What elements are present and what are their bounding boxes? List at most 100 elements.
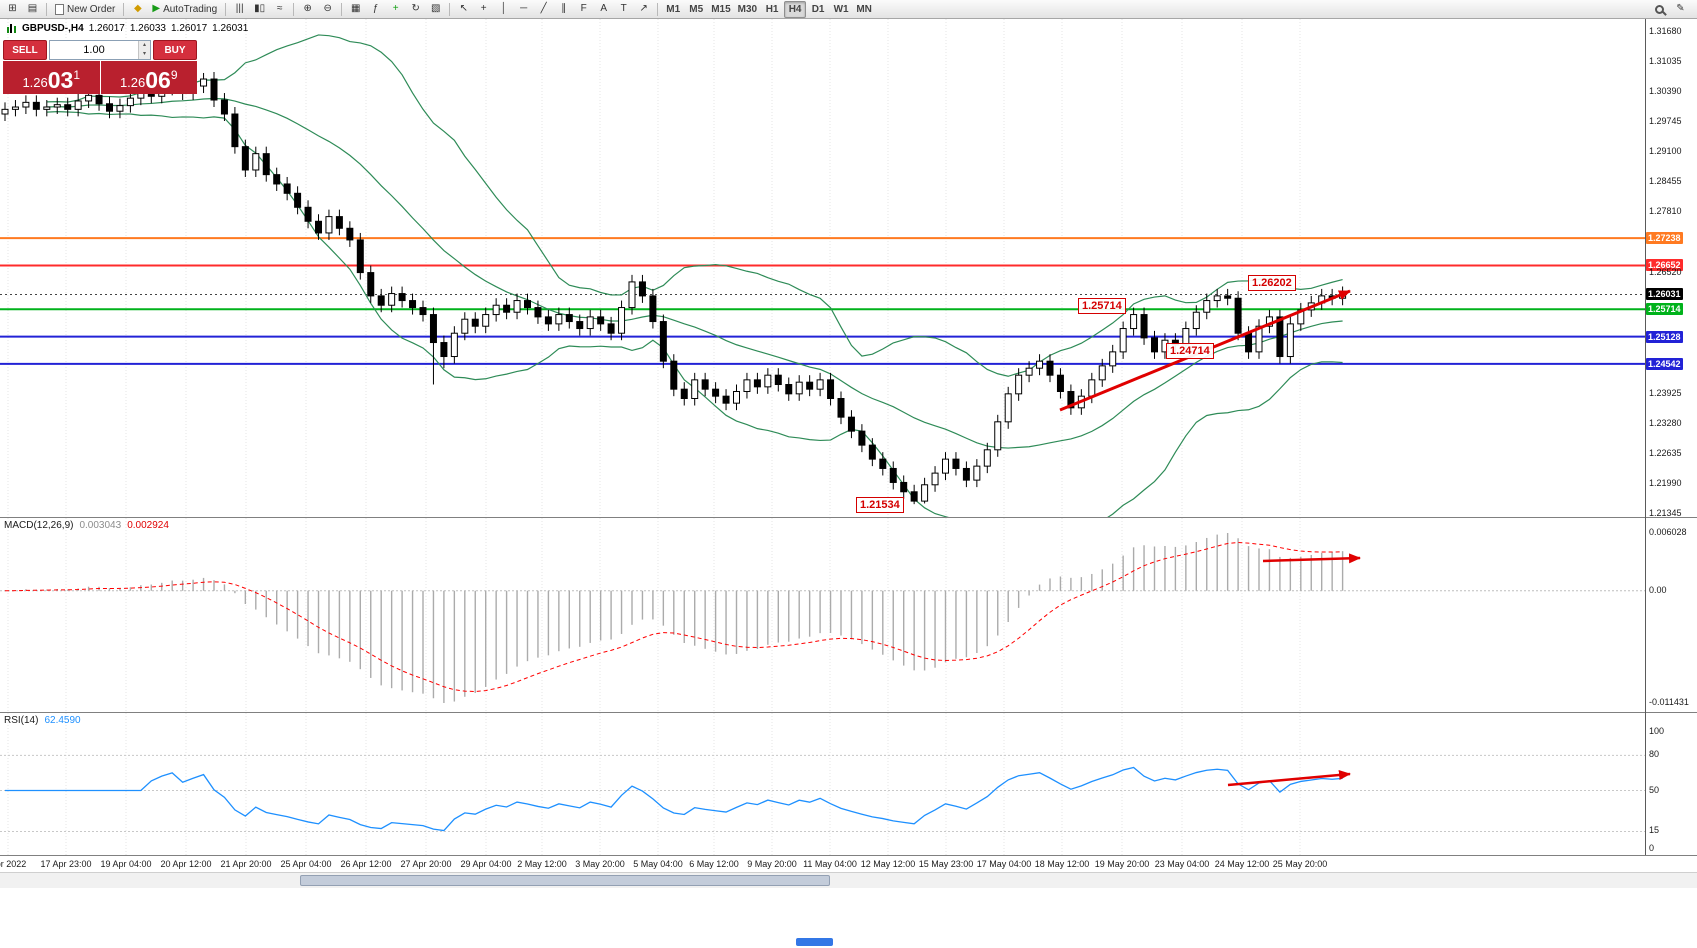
candle: [419, 300, 427, 322]
volume-stepper[interactable]: 1.00 ▴ ▾: [49, 40, 151, 60]
candle: [200, 72, 208, 94]
candle: [1234, 291, 1242, 341]
vertical-line-button[interactable]: │: [494, 1, 513, 18]
macd-chart[interactable]: [0, 518, 1645, 713]
candle: [1140, 307, 1148, 345]
sell-price-display[interactable]: 1.26 03 1: [3, 61, 100, 94]
rsi-chart[interactable]: [0, 713, 1645, 856]
autotrading-button[interactable]: ▶ AutoTrading: [148, 1, 221, 18]
equidistant-channel-icon: ∥: [561, 3, 567, 14]
horizontal-scrollbar[interactable]: [0, 872, 1697, 888]
candle: [315, 214, 322, 240]
candle: [628, 274, 636, 315]
bar-chart-button[interactable]: |||: [230, 1, 249, 18]
candle: [900, 475, 908, 499]
candle: [1265, 309, 1273, 334]
candle: [774, 368, 782, 392]
trendline-icon: ╱: [540, 3, 547, 14]
timeframe-w1-button[interactable]: W1: [830, 1, 852, 18]
time-axis-label: 12 May 12:00: [860, 859, 916, 869]
candle: [377, 288, 385, 313]
metaeditor-icon: ◆: [134, 3, 142, 14]
cursor-button[interactable]: ↖: [454, 1, 473, 18]
timeframe-mn-button[interactable]: MN: [853, 1, 875, 18]
timeframe-d1-button[interactable]: D1: [807, 1, 829, 18]
sell-button[interactable]: SELL: [3, 40, 47, 60]
candle: [32, 95, 40, 117]
candlestick-button[interactable]: ▮▯: [250, 1, 269, 18]
indicators-button[interactable]: ƒ: [366, 1, 385, 18]
tile-windows-icon: ▦: [350, 3, 361, 14]
price-scale[interactable]: [1645, 19, 1697, 855]
candle: [712, 382, 720, 404]
candle: [962, 461, 970, 488]
candle: [670, 354, 678, 397]
add-indicator-button[interactable]: +: [386, 1, 405, 18]
candle: [1203, 293, 1211, 320]
label-button[interactable]: T: [614, 1, 633, 18]
candle: [220, 93, 228, 122]
timeframe-h4-button[interactable]: H4: [784, 0, 807, 18]
macd-signal-line: [4, 541, 1343, 693]
time-axis-label: 6 May 12:00: [689, 859, 739, 869]
volume-down-button[interactable]: ▾: [139, 50, 150, 59]
timeframe-m5-button[interactable]: M5: [685, 1, 707, 18]
time-axis-label: 2 May 12:00: [517, 859, 567, 869]
indicators-icon: ƒ: [372, 3, 379, 14]
candle: [618, 300, 626, 341]
candle: [785, 377, 793, 401]
new-chart-button[interactable]: ⊞: [3, 1, 22, 18]
candle: [879, 452, 887, 476]
candle: [701, 372, 709, 397]
line-chart-button[interactable]: ≈: [270, 1, 289, 18]
candle: [1297, 302, 1305, 331]
trendline-button[interactable]: ╱: [534, 1, 553, 18]
profiles-button[interactable]: ▤: [23, 1, 42, 18]
toolbar-separator: [225, 2, 227, 16]
candle: [827, 372, 835, 406]
macd-indicator-label: MACD(12,26,9) 0.003043 0.002924: [4, 520, 169, 531]
chart-window: GBPUSD-,H4 1.26017 1.26033 1.26017 1.260…: [0, 19, 1697, 948]
candle: [283, 176, 291, 201]
candlestick-icon: ▮▯: [254, 3, 266, 14]
time-axis-label: 19 Apr 04:00: [100, 859, 152, 869]
timeframe-h1-button[interactable]: H1: [761, 1, 783, 18]
candle: [1119, 321, 1127, 359]
buy-price-display[interactable]: 1.26 06 9: [100, 61, 197, 94]
arrows-button[interactable]: ↗: [634, 1, 653, 18]
timeframe-m15-button[interactable]: M15: [708, 1, 733, 18]
search-button[interactable]: [1650, 1, 1669, 18]
candle: [743, 372, 751, 399]
price-chart[interactable]: [0, 19, 1645, 517]
edit-button[interactable]: ✎: [1671, 1, 1690, 18]
new-order-button[interactable]: New Order: [51, 1, 119, 18]
volume-up-button[interactable]: ▴: [139, 41, 150, 50]
time-axis-label: 11 May 04:00: [803, 859, 857, 869]
timeframe-m1-button[interactable]: M1: [662, 1, 684, 18]
fibonacci-button[interactable]: F: [574, 1, 593, 18]
tile-windows-button[interactable]: ▦: [346, 1, 365, 18]
main-chart-panel: GBPUSD-,H4 1.26017 1.26033 1.26017 1.260…: [0, 19, 1697, 517]
candle: [126, 91, 134, 113]
period-cycle-button[interactable]: ↻: [406, 1, 425, 18]
candle: [64, 97, 72, 117]
candle: [889, 461, 897, 490]
zoom-out-button[interactable]: ⊖: [318, 1, 337, 18]
toolbar-separator: [293, 2, 295, 16]
zoom-in-button[interactable]: ⊕: [298, 1, 317, 18]
timeframe-m30-button[interactable]: M30: [735, 1, 760, 18]
candle: [858, 424, 866, 453]
candle: [262, 146, 270, 182]
metaeditor-button[interactable]: ◆: [128, 1, 147, 18]
crosshair-button[interactable]: +: [474, 1, 493, 18]
text-button[interactable]: A: [594, 1, 613, 18]
time-axis-label: 9 May 20:00: [747, 859, 797, 869]
channel-button[interactable]: ∥: [554, 1, 573, 18]
scrollbar-thumb[interactable]: [300, 875, 830, 886]
buy-button[interactable]: BUY: [153, 40, 197, 60]
candle: [544, 309, 552, 331]
templates-button[interactable]: ▧: [426, 1, 445, 18]
time-axis[interactable]: Apr 2022 17 Apr 23:00 19 Apr 04:00 20 Apr 1…: [0, 855, 1697, 872]
candle: [837, 391, 845, 425]
horizontal-line-button[interactable]: ─: [514, 1, 533, 18]
